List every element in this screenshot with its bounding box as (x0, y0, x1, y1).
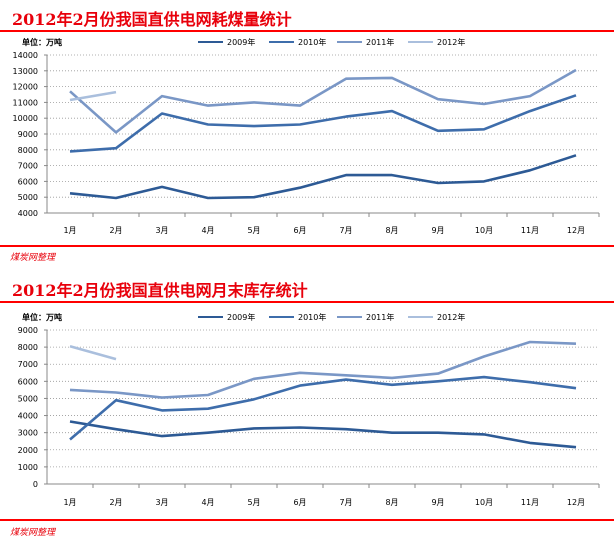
month-end-stock-chart: 0 1000 2000 3000 4000 5000 6000 7000 8000 9000 1月 2… (18, 312, 600, 507)
x-tick-label: 9月 (431, 226, 444, 235)
x-tick-label: 6月 (293, 498, 306, 507)
x-tick-label: 10月 (475, 498, 493, 507)
x-tick-label: 11月 (521, 226, 539, 235)
y-tick-label: 9000 (18, 326, 38, 335)
x-tick-label: 12月 (567, 498, 585, 507)
series-line-2009 (69, 154, 577, 200)
x-tick-label: 7月 (339, 226, 352, 235)
x-tick-label: 4月 (201, 226, 214, 235)
y-tick-label: 7000 (18, 360, 38, 369)
series-line-2010 (69, 94, 577, 153)
coal-consumption-chart: 4000 5000 6000 7000 8000 9000 10000 11000 12000 1… (13, 37, 600, 235)
legend-label: 2009年 (227, 312, 255, 322)
series-line-2012 (69, 90, 117, 102)
y-tick-label: 8000 (18, 146, 38, 155)
y-tick-label: 0 (33, 480, 38, 489)
y-tick-label: 6000 (18, 177, 38, 186)
y-tick-label: 5000 (18, 394, 38, 403)
x-tick-label: 2月 (109, 226, 122, 235)
divider (0, 30, 614, 32)
series-line-2010 (69, 375, 577, 441)
x-tick-label: 7月 (339, 498, 352, 507)
y-tick-label: 8000 (18, 343, 38, 352)
x-tick-label: 1月 (63, 226, 76, 235)
series-line-2011 (69, 340, 577, 399)
chart-2-title: 2012年2月份我国直供电网月末库存统计 (12, 281, 308, 300)
legend-label: 2010年 (298, 37, 326, 47)
y-tick-label: 6000 (18, 377, 38, 386)
chart-1-source: 煤炭网整理 (10, 253, 56, 263)
divider (0, 245, 614, 247)
unit-label: 单位：万吨 (22, 37, 62, 47)
y-tick-label: 7000 (18, 162, 38, 171)
legend-label: 2011年 (366, 312, 394, 322)
y-tick-label: 3000 (18, 429, 38, 438)
legend-label: 2011年 (366, 37, 394, 47)
divider (0, 519, 614, 521)
series-line-2009 (69, 420, 577, 449)
x-tick-label: 2月 (109, 498, 122, 507)
x-tick-label: 8月 (385, 498, 398, 507)
x-tick-label: 12月 (567, 226, 585, 235)
legend-label: 2012年 (437, 312, 465, 322)
chart-1-title: 2012年2月份我国直供电网耗煤量统计 (12, 10, 292, 29)
x-tick-label: 3月 (155, 226, 168, 235)
y-tick-label: 4000 (18, 412, 38, 421)
x-tick-label: 8月 (385, 226, 398, 235)
x-tick-label: 1月 (63, 498, 76, 507)
y-tick-label: 13000 (13, 67, 38, 76)
x-tick-label: 4月 (201, 498, 214, 507)
legend-label: 2010年 (298, 312, 326, 322)
x-tick-label: 5月 (247, 498, 260, 507)
y-tick-label: 11000 (13, 98, 38, 107)
y-tick-label: 5000 (18, 193, 38, 202)
x-tick-label: 6月 (293, 226, 306, 235)
unit-label: 单位：万吨 (22, 312, 62, 322)
y-tick-label: 9000 (18, 130, 38, 139)
x-tick-label: 5月 (247, 226, 260, 235)
y-tick-label: 12000 (13, 83, 38, 92)
series-line-2011 (69, 68, 577, 134)
chart-2-source: 煤炭网整理 (10, 528, 56, 538)
y-tick-label: 2000 (18, 446, 38, 455)
x-tick-label: 11月 (521, 498, 539, 507)
x-tick-label: 3月 (155, 498, 168, 507)
y-tick-label: 14000 (13, 51, 38, 60)
legend-label: 2009年 (227, 37, 255, 47)
y-tick-label: 10000 (13, 114, 38, 123)
y-tick-label: 1000 (18, 463, 38, 472)
x-tick-label: 9月 (431, 498, 444, 507)
divider (0, 301, 614, 303)
legend-label: 2012年 (437, 37, 465, 47)
y-tick-label: 4000 (18, 209, 38, 218)
series-line-2012 (69, 345, 117, 361)
x-tick-label: 10月 (475, 226, 493, 235)
